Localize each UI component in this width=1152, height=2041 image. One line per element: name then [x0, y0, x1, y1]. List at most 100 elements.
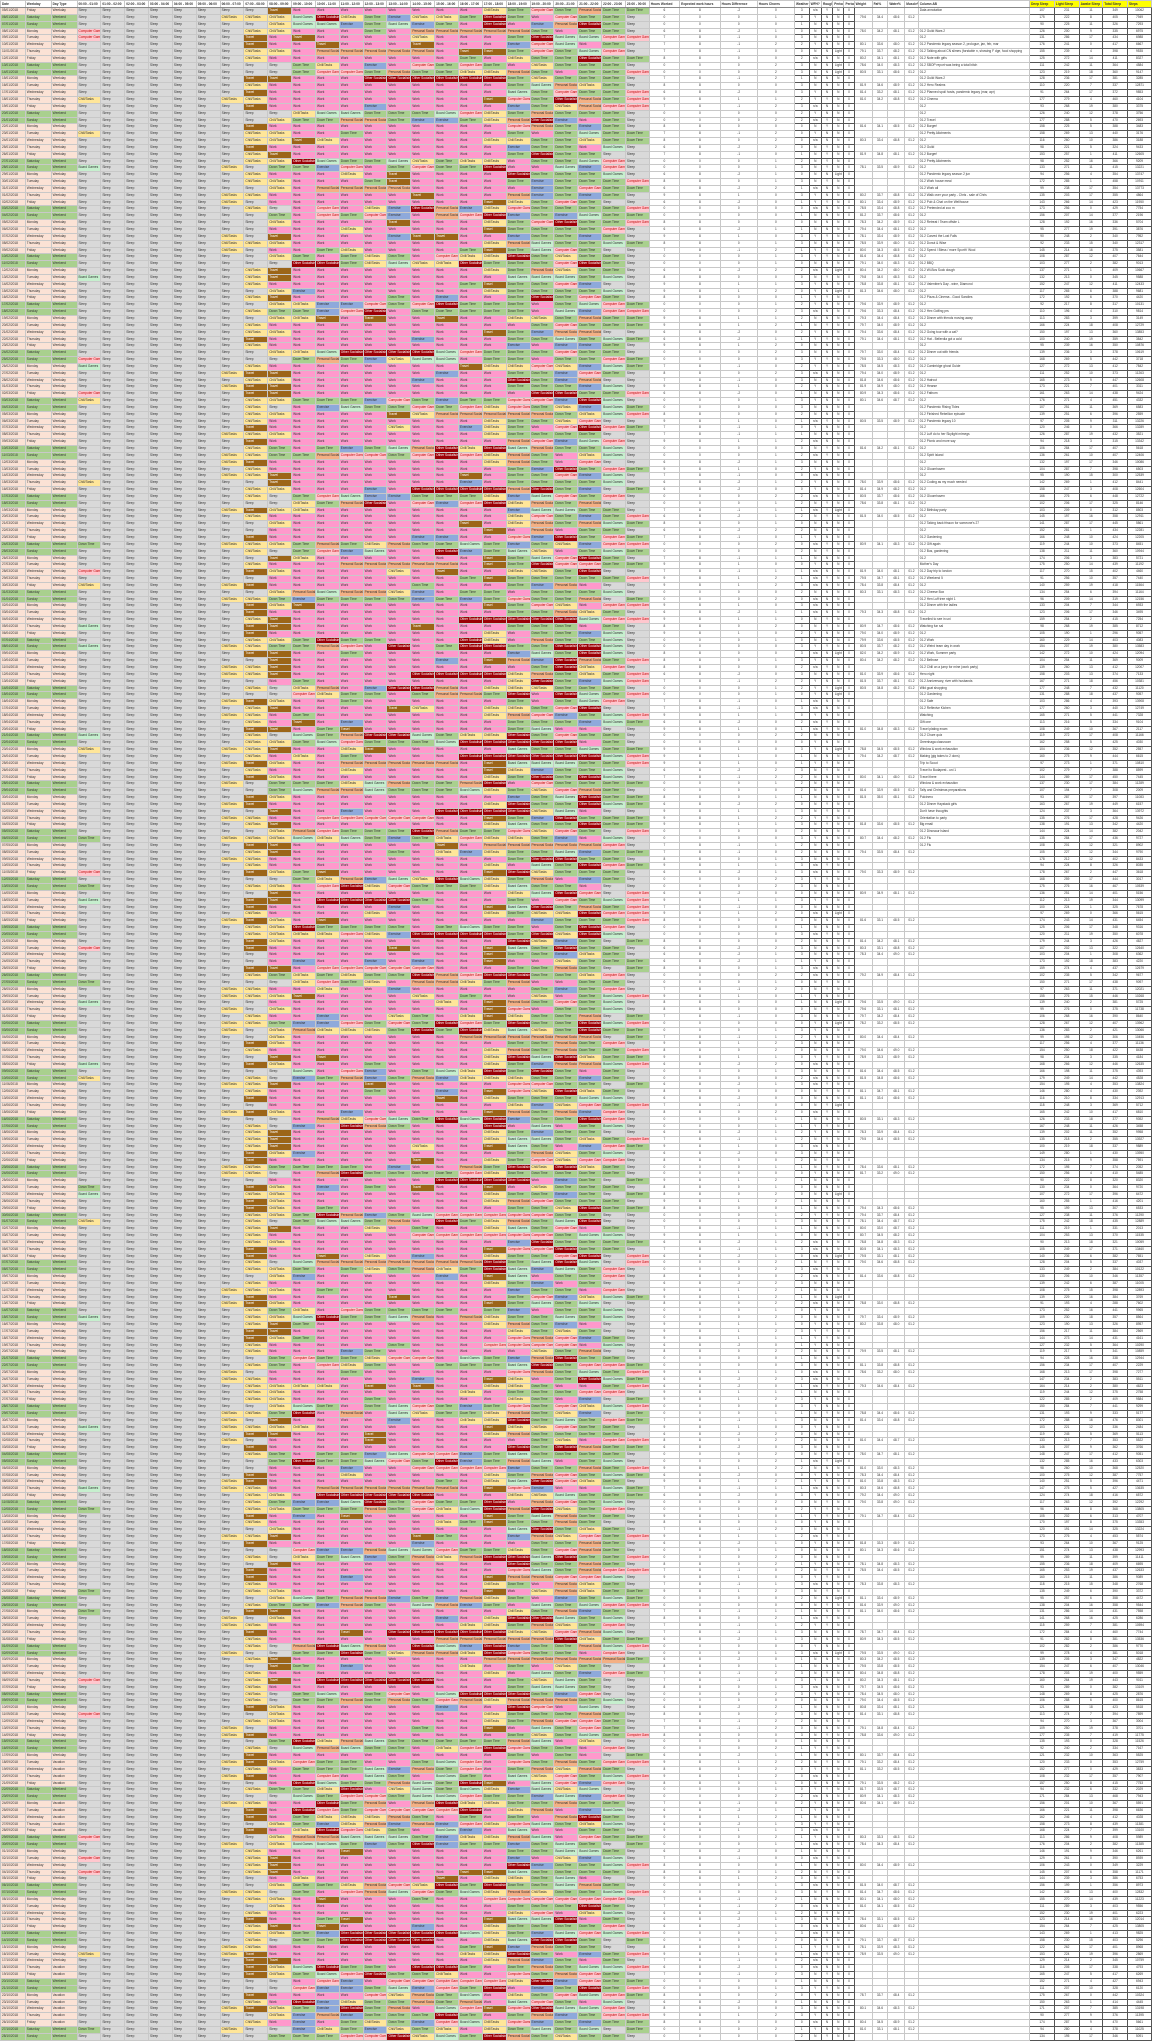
time-slot-cell[interactable]: Computer Game [624, 34, 650, 43]
time-slot-cell[interactable]: Down Time [481, 397, 507, 405]
time-slot-cell[interactable]: Work [410, 198, 436, 207]
time-slot-cell[interactable]: Work [338, 314, 364, 323]
date-cell[interactable]: 10/04/2018 [0, 657, 26, 665]
time-slot-cell[interactable]: Chill/Tasks [219, 95, 245, 104]
time-slot-cell[interactable]: Sleep [148, 178, 173, 186]
time-slot-cell[interactable]: Exercise [338, 445, 364, 453]
time-slot-cell[interactable]: Work [410, 239, 436, 248]
time-slot-cell[interactable]: Sleep [171, 137, 197, 145]
time-slot-cell[interactable]: Sleep [195, 109, 221, 118]
time-slot-cell[interactable]: Sleep [148, 629, 173, 638]
time-slot-cell[interactable]: Work [505, 664, 531, 672]
time-slot-cell[interactable]: Chill/Tasks [219, 711, 245, 720]
time-slot-cell[interactable]: Chill/Tasks [243, 280, 269, 289]
time-slot-cell[interactable]: Sleep [219, 301, 245, 310]
time-slot-cell[interactable]: Sleep [195, 294, 221, 303]
time-slot-cell[interactable]: Work [291, 267, 316, 275]
time-slot-cell[interactable]: Travel [410, 41, 436, 50]
time-slot-cell[interactable]: Down Time [601, 260, 626, 269]
time-slot-cell[interactable]: Computer Game [505, 595, 531, 604]
time-slot-cell[interactable]: Sleep [124, 314, 150, 323]
time-slot-cell[interactable]: Sleep [148, 568, 173, 577]
weather-cell[interactable]: 2 [793, 492, 810, 501]
time-slot-cell[interactable]: Travel [243, 602, 269, 611]
period-cell[interactable]: N [832, 664, 845, 672]
time-slot-cell[interactable]: Computer Game [577, 369, 603, 378]
time-slot-cell[interactable]: Chill/Tasks [529, 684, 555, 693]
period-e-cell[interactable]: 0 [843, 226, 855, 234]
time-slot-cell[interactable]: Sleep [148, 616, 173, 624]
time-slot-cell[interactable]: Work [291, 335, 316, 344]
time-slot-cell[interactable]: Chill/Tasks [577, 670, 603, 679]
time-slot-cell[interactable]: Sleep [219, 143, 245, 152]
time-slot-cell[interactable]: Sleep [601, 328, 626, 337]
wfh-cell[interactable]: Y [808, 629, 822, 638]
time-slot-cell[interactable]: Down Time [529, 260, 555, 269]
time-slot-cell[interactable]: Work [314, 390, 340, 399]
time-slot-cell[interactable]: Personal Socialising [505, 438, 531, 446]
wfh-cell[interactable]: N [808, 445, 822, 453]
weather-cell[interactable]: 2 [793, 718, 810, 727]
time-slot-cell[interactable]: Down Time [505, 280, 531, 289]
period-e-cell[interactable]: 0 [843, 328, 855, 337]
time-slot-cell[interactable]: Down Time [577, 349, 603, 358]
day-type-cell[interactable]: Weekday [50, 472, 78, 481]
time-slot-cell[interactable]: Work [267, 533, 293, 542]
time-slot-cell[interactable]: Personal Socialising [577, 376, 603, 385]
time-slot-cell[interactable]: Sleep [148, 109, 173, 118]
time-slot-cell[interactable]: Sleep [124, 89, 150, 97]
time-slot-cell[interactable]: Work [458, 20, 483, 29]
time-slot-cell[interactable]: Other Socialising [434, 486, 459, 494]
time-slot-cell[interactable]: Sleep [148, 280, 173, 289]
time-slot-cell[interactable]: Sleep [195, 356, 221, 364]
date-cell[interactable]: 06/04/2018 [0, 629, 26, 638]
time-slot-cell[interactable]: Exercise [577, 191, 603, 200]
time-slot-cell[interactable]: Sleep [76, 492, 102, 501]
time-slot-cell[interactable]: Chill/Tasks [291, 554, 316, 563]
time-slot-cell[interactable]: Sleep [76, 184, 102, 193]
time-slot-cell[interactable]: Sleep [148, 650, 173, 659]
time-slot-cell[interactable]: Travel [267, 294, 293, 303]
time-slot-cell[interactable]: Down Time [577, 335, 603, 344]
weather-cell[interactable]: 0 [793, 123, 810, 132]
period-cell[interactable]: N [832, 164, 845, 173]
weather-cell[interactable]: 3 [793, 602, 810, 611]
time-slot-cell[interactable]: Travel [243, 629, 269, 638]
period-cell[interactable]: N [832, 95, 845, 104]
time-slot-cell[interactable]: Personal Socialising [386, 540, 412, 549]
time-slot-cell[interactable]: Work [338, 362, 364, 371]
time-slot-cell[interactable]: Sleep [171, 506, 197, 515]
column-header[interactable]: 21:00 - 22:00 [577, 0, 603, 8]
notes-cell[interactable]: 01.2 [917, 629, 1031, 638]
weekday-cell[interactable]: Thursday [24, 575, 52, 583]
weather-cell[interactable]: 2 [793, 588, 810, 597]
date-cell[interactable]: 12/03/2018 [0, 458, 26, 467]
time-slot-cell[interactable]: Sleep [100, 718, 126, 727]
weekday-cell[interactable]: Saturday [24, 445, 52, 453]
rough-cell[interactable]: N [820, 492, 834, 501]
wfh-cell[interactable]: n/a [808, 184, 822, 193]
time-slot-cell[interactable]: Work [314, 267, 340, 275]
time-slot-cell[interactable]: Sleep [171, 102, 197, 111]
day-type-cell[interactable]: Weekday [50, 27, 78, 36]
time-slot-cell[interactable]: Other Socialising [410, 205, 436, 214]
time-slot-cell[interactable]: Down Time [577, 273, 603, 282]
weekday-cell[interactable]: Tuesday [24, 657, 52, 665]
time-slot-cell[interactable]: Exercise [386, 13, 412, 22]
time-slot-cell[interactable]: Down Time [434, 403, 459, 412]
time-slot-cell[interactable]: Sleep [171, 383, 197, 392]
time-slot-cell[interactable]: Exercise [529, 657, 555, 665]
column-header[interactable]: 08:00 - 09:00 [267, 0, 293, 8]
rough-cell[interactable]: N [820, 314, 834, 323]
weather-cell[interactable]: 3 [793, 61, 810, 70]
time-slot-cell[interactable]: Computer Game [624, 540, 650, 549]
notes-cell[interactable]: 01.2 Burger! [917, 123, 1031, 132]
time-slot-cell[interactable]: Board Games [601, 643, 626, 652]
period-e-cell[interactable]: 0 [843, 356, 855, 364]
wfh-cell[interactable]: Y [808, 232, 822, 241]
time-slot-cell[interactable]: Sleep [124, 520, 150, 529]
date-cell[interactable]: 07/01/2018 [0, 20, 26, 29]
time-slot-cell[interactable]: Sleep [243, 691, 269, 700]
time-slot-cell[interactable]: Work [434, 184, 459, 193]
time-slot-cell[interactable]: Computer Game [505, 95, 531, 104]
